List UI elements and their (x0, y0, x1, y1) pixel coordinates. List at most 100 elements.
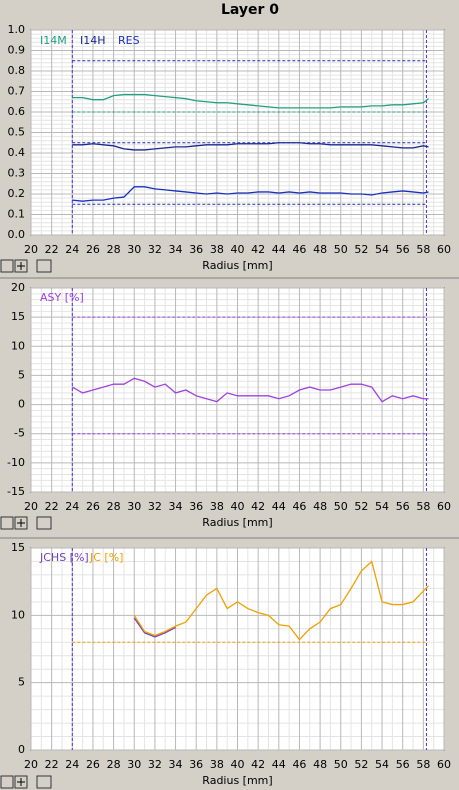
x-tick-label: 22 (45, 500, 59, 513)
zoom-button[interactable] (0, 259, 14, 273)
x-tick-label: 48 (313, 243, 327, 256)
toolbar (0, 259, 52, 273)
toolbar (0, 516, 52, 530)
y-tick-label: 0.4 (8, 146, 26, 159)
x-axis-title: Radius [mm] (202, 516, 272, 529)
series-line (71, 377, 429, 403)
y-tick-label: 0.7 (8, 85, 26, 98)
x-tick-label: 20 (24, 500, 38, 513)
add-button[interactable] (14, 516, 28, 530)
x-tick-label: 32 (148, 243, 162, 256)
y-tick-label: -10 (7, 456, 25, 469)
y-tick-label: 0.3 (8, 167, 26, 180)
x-axis-title: Radius [mm] (202, 259, 272, 272)
legend-entry: RES (118, 34, 140, 47)
y-tick-label: 0.0 (8, 228, 26, 241)
x-tick-label: 26 (86, 243, 100, 256)
x-tick-label: 48 (313, 500, 327, 513)
x-tick-label: 32 (148, 500, 162, 513)
legend-entry: I14H (80, 34, 106, 47)
x-tick-label: 44 (272, 758, 286, 771)
x-tick-label: 58 (416, 758, 430, 771)
x-tick-label: 52 (354, 500, 368, 513)
x-tick-label: 42 (251, 243, 265, 256)
x-tick-label: 52 (354, 758, 368, 771)
x-tick-label: 56 (396, 500, 410, 513)
pan-button[interactable] (36, 775, 52, 789)
y-tick-label: 0.6 (8, 105, 26, 118)
zoom-button[interactable] (0, 516, 14, 530)
y-tick-label: 10 (11, 608, 25, 621)
y-tick-label: 0 (18, 743, 25, 756)
x-tick-label: 40 (231, 243, 245, 256)
x-tick-label: 20 (24, 758, 38, 771)
x-tick-label: 34 (169, 758, 183, 771)
x-tick-label: 54 (375, 758, 389, 771)
x-tick-label: 30 (127, 758, 141, 771)
x-tick-label: 52 (354, 243, 368, 256)
series-line (133, 560, 429, 641)
x-tick-label: 28 (107, 758, 121, 771)
y-tick-label: 0.5 (8, 126, 26, 139)
x-tick-label: 60 (437, 758, 451, 771)
series-line (72, 142, 429, 151)
add-button[interactable] (14, 775, 28, 789)
y-tick-label: 0.1 (8, 208, 26, 221)
add-button[interactable] (14, 259, 28, 273)
x-tick-label: 36 (189, 500, 203, 513)
zoom-button[interactable] (0, 775, 14, 789)
x-tick-label: 46 (292, 500, 306, 513)
title-bar (0, 0, 459, 20)
x-tick-label: 46 (292, 243, 306, 256)
y-tick-label: 0.2 (8, 187, 26, 200)
x-tick-label: 40 (231, 758, 245, 771)
pan-button[interactable] (36, 259, 52, 273)
x-axis-title: Radius [mm] (202, 774, 272, 787)
x-tick-label: 26 (86, 500, 100, 513)
icon (17, 519, 25, 527)
x-tick-label: 34 (169, 500, 183, 513)
x-tick-label: 48 (313, 758, 327, 771)
x-tick-label: 44 (272, 500, 286, 513)
x-tick-label: 60 (437, 500, 451, 513)
legend-entry: I14M (40, 34, 67, 47)
y-tick-label: 0 (18, 398, 25, 411)
y-tick-label: 15 (11, 541, 25, 554)
x-tick-label: 40 (231, 500, 245, 513)
y-tick-label: 0.9 (8, 44, 26, 57)
x-tick-label: 36 (189, 758, 203, 771)
x-tick-label: 22 (45, 758, 59, 771)
x-tick-label: 38 (210, 758, 224, 771)
y-tick-label: 0.8 (8, 64, 26, 77)
x-tick-label: 50 (334, 243, 348, 256)
x-tick-label: 54 (375, 500, 389, 513)
legend-entry: JC [%] (89, 551, 123, 564)
x-tick-label: 32 (148, 758, 162, 771)
x-tick-label: 26 (86, 758, 100, 771)
x-tick-label: 24 (65, 758, 79, 771)
toolbar (0, 775, 52, 789)
x-tick-label: 50 (334, 500, 348, 513)
x-tick-label: 30 (127, 500, 141, 513)
x-tick-label: 34 (169, 243, 183, 256)
y-tick-label: 10 (11, 339, 25, 352)
x-tick-label: 24 (65, 243, 79, 256)
x-tick-label: 50 (334, 758, 348, 771)
x-tick-label: 46 (292, 758, 306, 771)
x-tick-label: 22 (45, 243, 59, 256)
y-tick-label: 20 (11, 281, 25, 294)
x-tick-label: 38 (210, 243, 224, 256)
series-line (72, 93, 429, 109)
x-tick-label: 42 (251, 758, 265, 771)
legend-entry: ASY [%] (40, 291, 84, 304)
x-tick-label: 28 (107, 500, 121, 513)
x-tick-label: 28 (107, 243, 121, 256)
x-tick-label: 20 (24, 243, 38, 256)
series-line (133, 617, 176, 638)
y-tick-label: 1.0 (8, 23, 26, 36)
series-line (72, 186, 429, 202)
pan-button[interactable] (36, 516, 52, 530)
icon (17, 262, 25, 270)
x-tick-label: 60 (437, 243, 451, 256)
